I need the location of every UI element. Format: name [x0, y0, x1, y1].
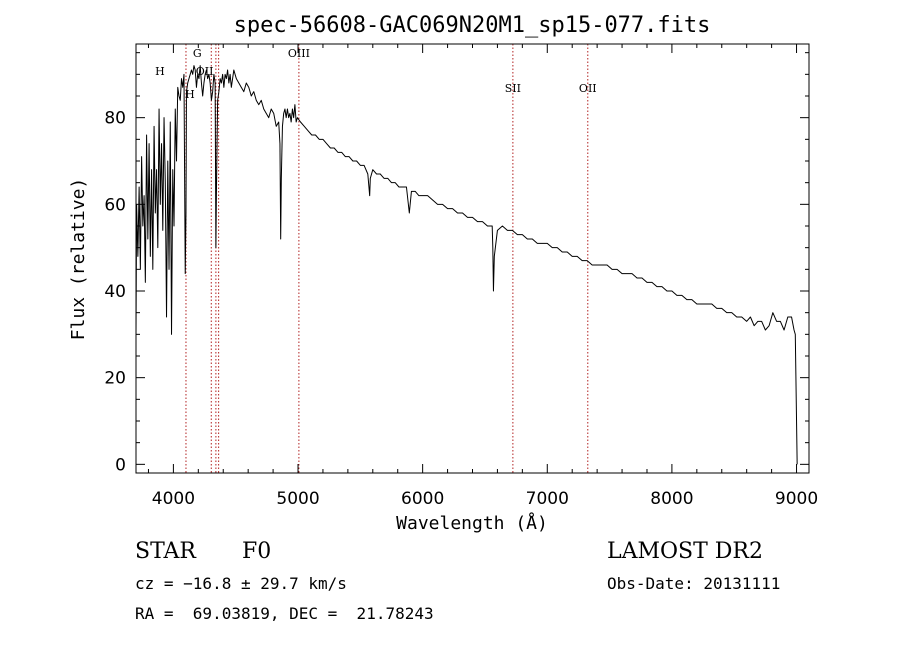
y-tick-label: 20: [104, 369, 126, 389]
x-axis-label: Wavelength (Å): [396, 512, 548, 534]
line-label: G: [193, 47, 202, 60]
chart-title: spec-56608-GAC069N20M1_sp15-077.fits: [234, 13, 711, 38]
line-label: OIII: [288, 47, 310, 60]
y-tick-label: 0: [115, 455, 126, 475]
y-tick-label: 80: [104, 109, 126, 129]
line-label: OII: [579, 82, 597, 95]
plot-frame: [135, 43, 810, 474]
obs-date: Obs-Date: 20131111: [607, 574, 781, 593]
line-label: SII: [505, 82, 521, 95]
redshift-text: cz = −16.8 ± 29.7 km/s: [135, 574, 347, 593]
coordinates-text: RA = 69.03819, DEC = 21.78243: [135, 604, 434, 623]
x-tick-label: 9000: [775, 489, 818, 509]
object-class: STAR: [135, 539, 196, 564]
x-tick-label: 8000: [650, 489, 693, 509]
y-axis-label: Flux (relative): [68, 178, 89, 341]
x-tick-label: 6000: [401, 489, 444, 509]
series-line-flux: [135, 65, 798, 465]
y-tick-label: 40: [104, 282, 126, 302]
object-subclass: F0: [242, 539, 272, 564]
line-label: H: [155, 65, 165, 78]
line-label: H: [185, 88, 195, 101]
series-layer: [135, 65, 798, 465]
survey-name: LAMOST DR2: [607, 539, 763, 564]
x-tick-label: 5000: [276, 489, 319, 509]
y-tick-label: 60: [104, 195, 126, 215]
x-tick-label: 7000: [526, 489, 569, 509]
x-tick-label: 4000: [152, 489, 195, 509]
axis-ticks-layer: 4000 5000 6000 7000 8000 9000 0 20 40 60 80: [104, 44, 818, 509]
